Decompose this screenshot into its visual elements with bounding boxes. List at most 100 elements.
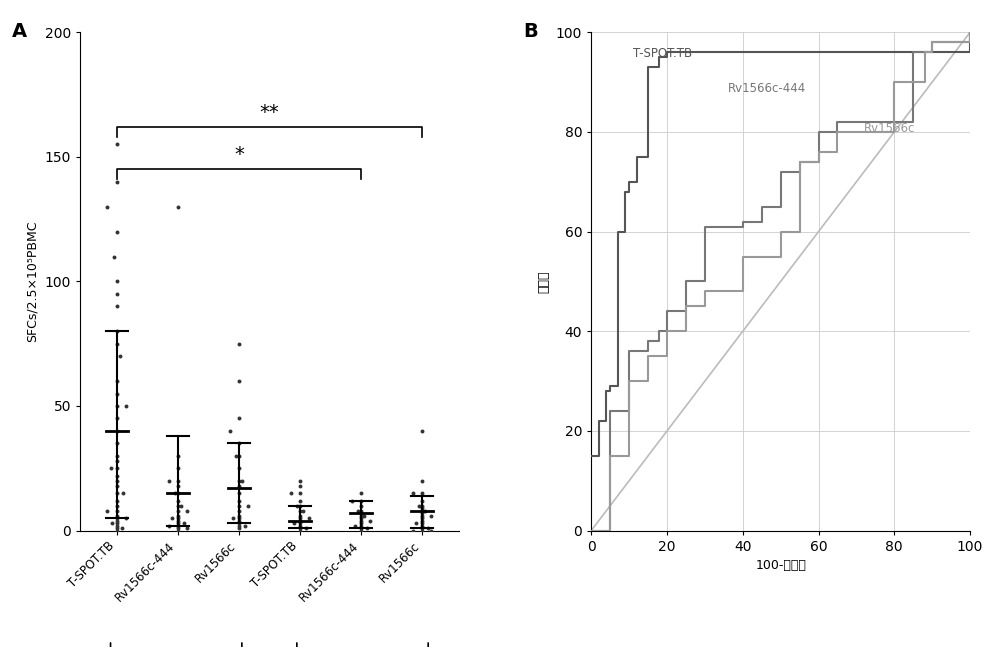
Point [109,470,125,481]
Point [292,513,308,523]
Point [231,496,247,506]
Point [240,501,256,511]
Point [109,338,125,349]
X-axis label: 100-特异性: 100-特异性 [755,559,806,572]
Point [109,510,125,521]
Point [109,525,125,536]
Point [109,450,125,461]
Text: A: A [12,23,27,41]
Text: T-SPOT.TB: T-SPOT.TB [633,47,692,60]
Point [417,505,433,516]
Point [161,520,177,531]
Point [414,503,430,513]
Point [234,476,250,486]
Point [231,413,247,424]
Point [362,516,378,526]
Text: Rv1566c-444: Rv1566c-444 [728,82,806,95]
Point [292,501,308,511]
Point [301,513,317,523]
Point [353,520,369,531]
Point [109,326,125,336]
Point [414,520,430,531]
Point [109,139,125,149]
Point [292,510,308,521]
Point [292,523,308,533]
Text: B: B [523,23,538,41]
Point [109,400,125,411]
Point [103,463,119,474]
Point [109,516,125,526]
Point [170,488,186,498]
Point [164,513,180,523]
Point [228,450,244,461]
Point [292,481,308,491]
Point [115,488,131,498]
Point [414,513,430,523]
Point [170,481,186,491]
Point [231,516,247,526]
Point [353,525,369,536]
Point [167,488,183,498]
Point [170,450,186,461]
Point [99,202,115,212]
Point [225,513,241,523]
Point [231,481,247,491]
Point [109,376,125,386]
Point [405,525,421,536]
Point [350,505,366,516]
Point [298,523,314,533]
Point [289,501,305,511]
Point [237,520,253,531]
Point [414,476,430,486]
Point [359,523,375,533]
Point [231,463,247,474]
Point [231,450,247,461]
Point [411,501,427,511]
Point [292,505,308,516]
Point [347,520,363,531]
Point [231,476,247,486]
Point [118,513,134,523]
Point [109,388,125,399]
Point [356,510,372,521]
Y-axis label: SFCs/2.5×10⁵PBMC: SFCs/2.5×10⁵PBMC [26,221,39,342]
Text: *: * [234,146,244,164]
Point [109,426,125,436]
Point [176,518,192,528]
Point [170,496,186,506]
Point [109,438,125,448]
Point [423,525,439,536]
Point [405,488,421,498]
Text: Rv1566c: Rv1566c [864,122,915,135]
Point [106,252,122,262]
Point [179,505,195,516]
Point [170,525,186,536]
Point [109,463,125,474]
Point [231,438,247,448]
Point [408,518,424,528]
Point [109,505,125,516]
Point [118,400,134,411]
Y-axis label: 灵敏度: 灵敏度 [537,270,550,292]
Point [420,523,436,533]
Point [344,496,360,506]
Point [353,505,369,516]
Point [353,523,369,533]
Point [231,488,247,498]
Point [414,523,430,533]
Point [283,488,299,498]
Point [170,505,186,516]
Point [179,523,195,533]
Point [353,496,369,506]
Point [109,413,125,424]
Point [414,505,430,516]
Point [109,177,125,187]
Point [109,226,125,237]
Point [231,520,247,531]
Point [292,525,308,536]
Point [170,523,186,533]
Point [170,501,186,511]
Point [353,501,369,511]
Point [231,505,247,516]
Point [109,481,125,491]
